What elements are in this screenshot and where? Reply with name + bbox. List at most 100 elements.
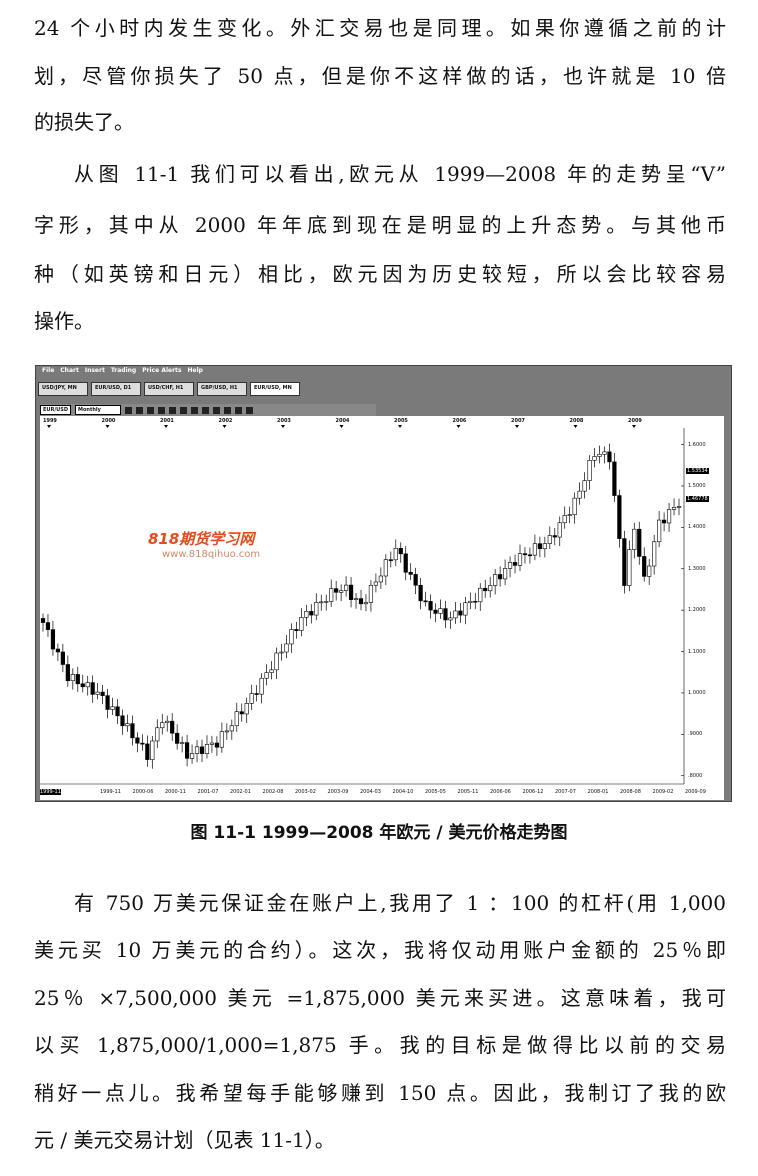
candle-body — [234, 711, 239, 727]
candle-body — [398, 548, 403, 555]
candle-body — [587, 460, 592, 481]
candle-body — [657, 519, 662, 543]
candle-body — [249, 693, 254, 704]
candle-body — [100, 691, 105, 696]
candle-body — [642, 556, 647, 577]
candle-body — [418, 584, 423, 602]
candle-body — [448, 617, 453, 621]
candle-body — [527, 554, 533, 557]
menu-insert: Insert — [84, 367, 105, 374]
text-line: 有 750 万美元保证金在账户上,我用了 1 ：100 的杠杆(用 1,000 — [74, 891, 726, 915]
text-line: 稍好一点儿。我希望每手能够赚到 150 点。因此，我制订了我的欧 — [34, 1081, 726, 1105]
candle-body — [40, 618, 46, 623]
candle-body — [95, 691, 100, 695]
candle-body — [393, 548, 398, 561]
candle-body — [453, 610, 458, 619]
candle-body — [259, 677, 264, 695]
figure-caption: 图 11-1 1999—2008 年欧元 / 美元价格走势图 — [190, 823, 568, 843]
candle-body — [324, 601, 329, 603]
candle-body — [458, 610, 463, 616]
menu-help: Help — [187, 367, 203, 374]
tab: USD/CHF, H1 — [144, 382, 194, 396]
y-tick-label: .9000 — [688, 731, 703, 738]
x-tick-label: 2001-07 — [197, 789, 219, 795]
watermark-url: www.818qihuo.com — [162, 549, 261, 560]
candle-body — [592, 456, 597, 461]
candle-body — [339, 590, 344, 593]
year-marker-arrow — [339, 425, 344, 428]
candle-body — [254, 693, 259, 695]
tool-icon — [201, 406, 209, 414]
x-tick-label: 2008-01 — [587, 789, 609, 795]
x-tick-label: 2008-08 — [620, 789, 641, 795]
candle-body — [80, 683, 85, 688]
price-label: 1.53534 — [686, 468, 709, 475]
candle-body — [666, 509, 672, 524]
candle-body — [473, 600, 478, 603]
candle-body — [60, 651, 65, 665]
x-tick-label: 2002-08 — [262, 789, 284, 795]
text-line: 元 / 美元交易计划（见表 11-1）。 — [34, 1128, 335, 1152]
candle-body — [343, 584, 349, 591]
tool-icon — [168, 406, 176, 414]
candle-body — [239, 711, 244, 715]
candle-body — [552, 535, 557, 538]
y-tick-label: 1.1000 — [688, 648, 706, 655]
tool-icon — [179, 406, 187, 414]
text-line: 25％ ×7,500,000 美元 =1,875,000 美元来买进。这意味着，… — [34, 986, 726, 1010]
tool-icon — [245, 406, 253, 414]
text-line: 24 个小时内发生变化。外汇交易也是同理。如果你遵循之前的计 — [34, 16, 726, 40]
y-tick-label: 1.3000 — [688, 565, 706, 572]
candle-body — [557, 522, 562, 538]
candle-body — [652, 541, 657, 567]
candle-body — [269, 669, 274, 673]
tool-icon — [234, 406, 242, 414]
tool-icon — [190, 406, 198, 414]
price-chart: 1999 2000 2001 2002 2003 2004 2005 2006 2007 2008… — [40, 416, 724, 800]
candle-body — [65, 664, 70, 682]
candle-body — [165, 720, 170, 723]
candle-body — [105, 695, 110, 710]
candle-body — [363, 602, 369, 605]
watermark-text: 818期货学习网 — [148, 530, 255, 548]
x-tick-label: 2000-06 — [132, 789, 154, 795]
y-tick-label: .8000 — [688, 772, 703, 779]
candle-body — [676, 506, 682, 508]
candle-body — [175, 732, 180, 744]
candle-body — [274, 652, 279, 671]
candle-body — [45, 622, 51, 630]
candle-body — [294, 629, 299, 631]
candle-body — [597, 453, 602, 457]
candle-body — [145, 743, 150, 760]
candle-body — [70, 674, 75, 682]
candle-body — [329, 588, 334, 602]
tool-icon — [146, 406, 154, 414]
y-tick-label: 1.4000 — [688, 524, 706, 531]
candle-body — [85, 682, 90, 688]
candle-body — [50, 629, 56, 650]
candle-body — [55, 648, 61, 653]
menu-trading: Trading — [110, 367, 137, 374]
candle-body — [314, 602, 319, 616]
candle-body — [150, 740, 155, 760]
candle-body — [438, 608, 443, 614]
y-tick-label: 1.6000 — [688, 441, 706, 448]
candle-body — [184, 742, 190, 759]
candle-body — [562, 515, 567, 524]
candle-body — [334, 588, 339, 593]
tab: EUR/USD, D1 — [91, 382, 141, 396]
tool-icon — [124, 406, 132, 414]
x-tick-label: 2006-12 — [522, 789, 544, 795]
text-line: 种（如英镑和日元）相比，欧元因为历史较短，所以会比较容易 — [34, 262, 726, 286]
candle-body — [319, 601, 324, 604]
year-label: 2007 — [511, 418, 525, 424]
candle-body — [348, 584, 354, 600]
year-marker-arrow — [222, 425, 227, 428]
text-line: 从图 11-1 我们可以看出,欧元从 1999—2008 年的走势呈“V” — [74, 162, 726, 186]
candle-body — [661, 519, 667, 524]
candle-body — [284, 643, 289, 653]
candle-body — [413, 574, 418, 586]
text-line: 的损失了。 — [34, 110, 134, 134]
chart-tabs: USD/JPY, MN EUR/USD, D1 USD/CHF, H1 GBP/… — [38, 382, 300, 396]
candle-body — [214, 742, 220, 748]
